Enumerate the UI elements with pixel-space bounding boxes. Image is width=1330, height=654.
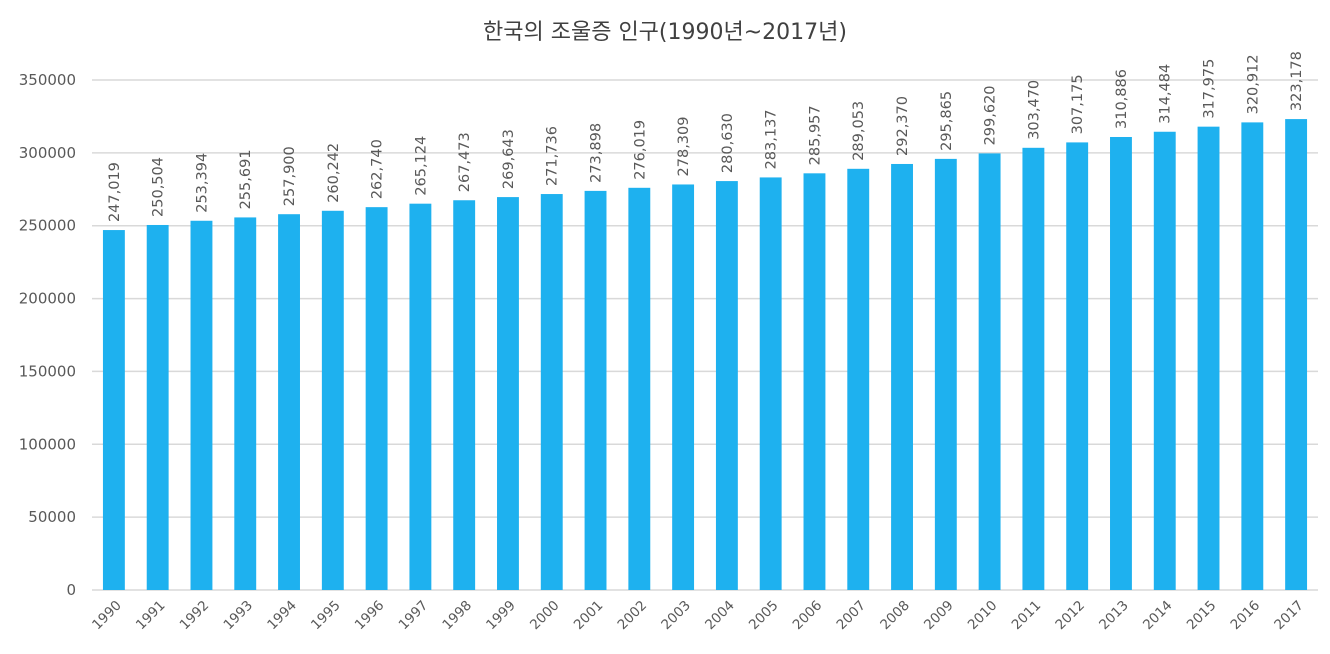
x-tick-label: 2016	[1228, 598, 1264, 634]
data-label: 323,178	[1289, 51, 1305, 111]
x-tick-label: 1995	[308, 598, 344, 634]
x-tick-label: 1992	[177, 598, 213, 634]
bar	[1197, 126, 1220, 590]
x-tick-label: 1996	[352, 598, 388, 634]
data-label: 260,242	[326, 143, 342, 203]
data-label: 276,019	[632, 120, 648, 180]
bar	[934, 158, 957, 590]
bar	[715, 181, 738, 590]
data-label: 253,394	[194, 153, 210, 213]
x-tick-label: 2015	[1184, 598, 1220, 634]
x-tick-label: 1993	[220, 598, 256, 634]
data-label: 265,124	[413, 136, 429, 196]
y-tick-label: 250000	[19, 217, 76, 235]
bar	[847, 168, 870, 591]
bar	[278, 214, 300, 590]
bar	[584, 190, 607, 590]
x-tick-label: 1990	[89, 598, 125, 634]
data-label: 250,504	[151, 157, 167, 217]
bar	[1066, 142, 1089, 590]
bar	[891, 163, 913, 590]
data-label: 267,473	[457, 132, 473, 192]
bar	[628, 187, 651, 590]
data-label: 271,736	[545, 126, 561, 186]
x-tick-label: 2013	[1096, 598, 1132, 634]
data-label: 289,053	[851, 101, 867, 161]
x-tick-label: 2002	[615, 598, 651, 634]
bar	[321, 210, 344, 590]
data-label: 310,886	[1114, 69, 1130, 129]
data-label: 314,484	[1158, 64, 1174, 124]
x-tick-label: 2004	[702, 598, 738, 634]
y-tick-label: 100000	[19, 435, 76, 453]
data-label: 299,620	[983, 85, 999, 145]
x-tick-label: 2008	[877, 598, 913, 634]
data-label: 247,019	[107, 162, 123, 222]
data-label: 273,898	[589, 123, 605, 183]
x-tick-label: 2010	[965, 598, 1001, 634]
x-tick-label: 2000	[527, 598, 563, 634]
bar	[759, 177, 782, 590]
x-tick-label: 2005	[746, 598, 782, 634]
data-label: 285,957	[807, 105, 823, 165]
data-label: 283,137	[764, 109, 780, 169]
bar	[1110, 136, 1132, 590]
x-tick-label: 2001	[571, 598, 607, 634]
x-tick-label: 1991	[133, 598, 169, 634]
bar	[803, 173, 826, 590]
bar	[1241, 122, 1264, 590]
bar	[146, 224, 169, 590]
data-label: 280,630	[720, 113, 736, 173]
x-tick-label: 2006	[790, 598, 826, 634]
y-tick-label: 150000	[19, 362, 76, 380]
x-tick-label: 2007	[833, 598, 869, 634]
bar	[190, 220, 213, 590]
bar	[102, 230, 125, 590]
y-tick-label: 300000	[19, 144, 76, 162]
x-tick-label: 2009	[921, 598, 957, 634]
y-tick-label: 200000	[19, 290, 76, 308]
x-tick-label: 1997	[396, 598, 432, 634]
x-tick-label: 2017	[1271, 598, 1307, 634]
data-label: 257,900	[282, 146, 298, 206]
data-label: 307,175	[1070, 74, 1086, 134]
data-label: 320,912	[1245, 54, 1261, 114]
bar	[497, 197, 519, 591]
y-tick-label: 50000	[28, 508, 76, 526]
bar	[409, 203, 432, 590]
x-tick-label: 2012	[1052, 598, 1088, 634]
bar	[540, 194, 563, 591]
data-label: 303,470	[1026, 80, 1042, 140]
x-tick-label: 1994	[264, 598, 300, 634]
data-label: 317,975	[1202, 59, 1218, 119]
x-tick-label: 1999	[483, 598, 519, 634]
data-label: 269,643	[501, 129, 517, 189]
chart-title: 한국의 조울증 인구(1990년~2017년)	[483, 20, 847, 45]
x-tick-label: 2011	[1009, 598, 1045, 634]
bar	[978, 153, 1001, 590]
y-tick-label: 0	[66, 581, 76, 599]
bar	[672, 184, 695, 590]
bar	[1285, 119, 1308, 590]
bar	[365, 207, 388, 591]
y-tick-label: 350000	[19, 71, 76, 89]
x-tick-label: 1998	[439, 598, 475, 634]
data-label: 255,691	[238, 149, 254, 209]
x-tick-label: 2003	[658, 598, 694, 634]
bar	[1022, 147, 1045, 591]
data-label: 262,740	[370, 139, 386, 199]
bar	[234, 217, 257, 590]
bar	[1153, 131, 1176, 590]
x-tick-label: 2014	[1140, 598, 1176, 634]
data-label: 292,370	[895, 96, 911, 156]
bar	[453, 200, 476, 590]
data-label: 295,865	[939, 91, 955, 151]
data-label: 278,309	[676, 116, 692, 176]
